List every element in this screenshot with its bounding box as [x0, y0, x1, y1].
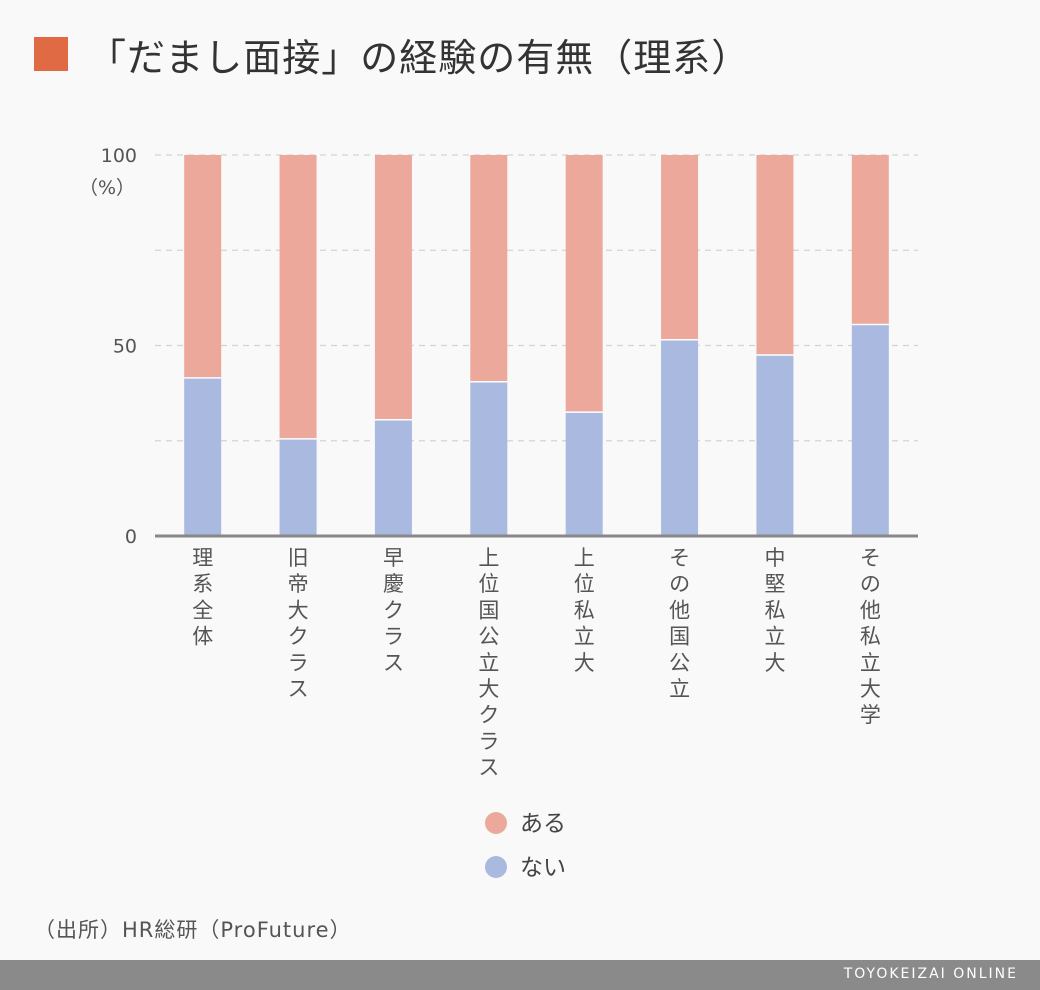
- x-tick-label: 上位国公立大クラス: [478, 546, 499, 780]
- x-tick-label: その他国公立: [669, 546, 690, 701]
- bar-aru: [374, 155, 412, 420]
- bar-nai: [661, 339, 699, 536]
- bar-aru: [661, 155, 699, 340]
- y-unit-label: （%）: [79, 177, 135, 199]
- bar-nai: [470, 381, 508, 536]
- bar-aru: [851, 155, 889, 325]
- x-tick-label: その他私立大学: [860, 546, 881, 727]
- x-tick-label: 旧帝大クラス: [288, 546, 309, 701]
- bar-nai: [851, 324, 889, 536]
- x-tick-label: 上位私立大: [574, 546, 595, 675]
- legend-marker: [485, 812, 507, 834]
- stacked-bar-chart: 0 50 100 （%） 理系全体 旧帝大クラス 早慶クラス 上位国公立大クラス 上位私立大 その…: [79, 145, 918, 881]
- bar-aru: [756, 155, 794, 356]
- x-tick-label: 早慶クラス: [383, 546, 404, 675]
- bar-aru: [470, 155, 508, 382]
- legend-label: ない: [520, 855, 566, 881]
- source-note: （出所）HR総研（ProFuture）: [34, 918, 352, 942]
- y-tick-label: 50: [113, 336, 137, 358]
- bar-nai: [565, 412, 603, 536]
- footer-bar: TOYOKEIZAI ONLINE: [0, 960, 1040, 990]
- x-tick-label: 理系全体: [192, 546, 213, 649]
- y-tick-label: 0: [125, 526, 137, 548]
- bar-aru: [279, 155, 317, 439]
- legend-label: ある: [520, 811, 566, 837]
- brand-logo: TOYOKEIZAI ONLINE: [843, 966, 1018, 982]
- bar-nai: [184, 377, 222, 536]
- bar-aru: [565, 155, 603, 413]
- legend-marker: [485, 856, 507, 878]
- x-tick-label: 中堅私立大: [764, 546, 785, 675]
- chart-title: 「だまし面接」の経験の有無（理系）: [34, 26, 750, 82]
- y-tick-label: 100: [101, 145, 137, 167]
- title-text: 「だまし面接」の経験の有無（理系）: [88, 35, 751, 80]
- bar-nai: [374, 419, 412, 536]
- title-marker: [34, 37, 68, 71]
- bar-nai: [756, 355, 794, 536]
- bar-aru: [184, 155, 222, 378]
- bar-nai: [279, 438, 317, 536]
